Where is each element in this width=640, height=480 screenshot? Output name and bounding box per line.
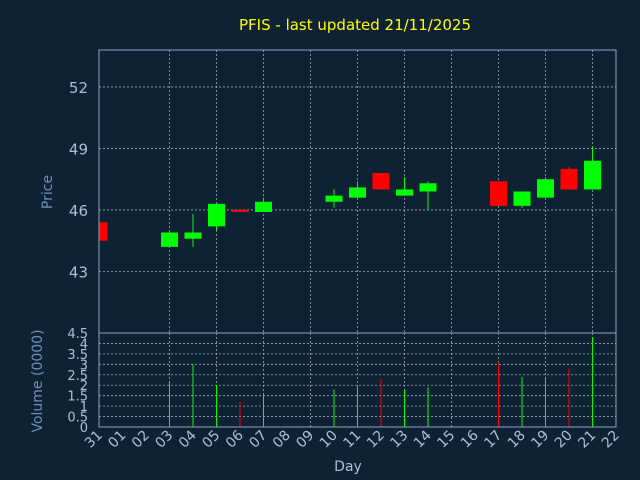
price-y-tick-label: 49 (69, 140, 88, 158)
candle-body (396, 189, 413, 196)
candle-body (99, 222, 108, 241)
price-y-tick-label: 46 (69, 202, 88, 220)
volume-y-tick-label: 3 (80, 358, 88, 373)
volume-y-tick-label: 1.5 (67, 390, 88, 405)
candle-body (255, 201, 272, 213)
candle-body (372, 173, 390, 190)
candle-body (231, 209, 249, 212)
volume-panel-frame (98, 332, 617, 428)
price-candles (98, 146, 601, 247)
price-y-tick-label: 52 (69, 79, 88, 97)
volume-y-axis-label: Volume (0000) (30, 329, 46, 432)
volume-y-tick-label: 3.5 (67, 348, 88, 363)
volume-y-tick-labels: 00.511.522.533.544.5 (67, 327, 88, 436)
candle-body (490, 181, 507, 206)
candle-body (513, 191, 531, 206)
volume-y-tick-label: 2 (80, 379, 88, 394)
candle-body (584, 160, 601, 190)
candle-body (349, 187, 366, 198)
volume-y-tick-label: 0.5 (67, 411, 88, 426)
volume-y-tick-label: 2.5 (67, 369, 88, 384)
volume-bars (169, 337, 593, 427)
chart-title: PFIS - last updated 21/11/2025 (239, 16, 471, 34)
volume-y-tick-label: 0 (80, 421, 88, 436)
candle-body (419, 183, 437, 192)
x-tick-labels: 31 01 02 03 04 05 06 07 08 09 10 11 12 13 14 15 16 17 18 19… (82, 427, 623, 451)
price-y-tick-labels: 43 46 49 52 (69, 79, 88, 282)
candle-body (208, 203, 225, 227)
volume-y-tick-label: 4.5 (67, 327, 88, 342)
price-y-tick-label: 43 (69, 263, 88, 281)
candle-body (537, 179, 554, 198)
candle-body (325, 195, 343, 202)
candle-body (560, 168, 578, 190)
volume-y-tick-label: 4 (80, 337, 88, 352)
x-axis-label: Day (334, 459, 362, 475)
price-y-axis-label: Price (40, 175, 56, 209)
candle-body (184, 232, 202, 239)
candle-body (161, 232, 178, 247)
volume-y-tick-label: 1 (80, 400, 88, 415)
